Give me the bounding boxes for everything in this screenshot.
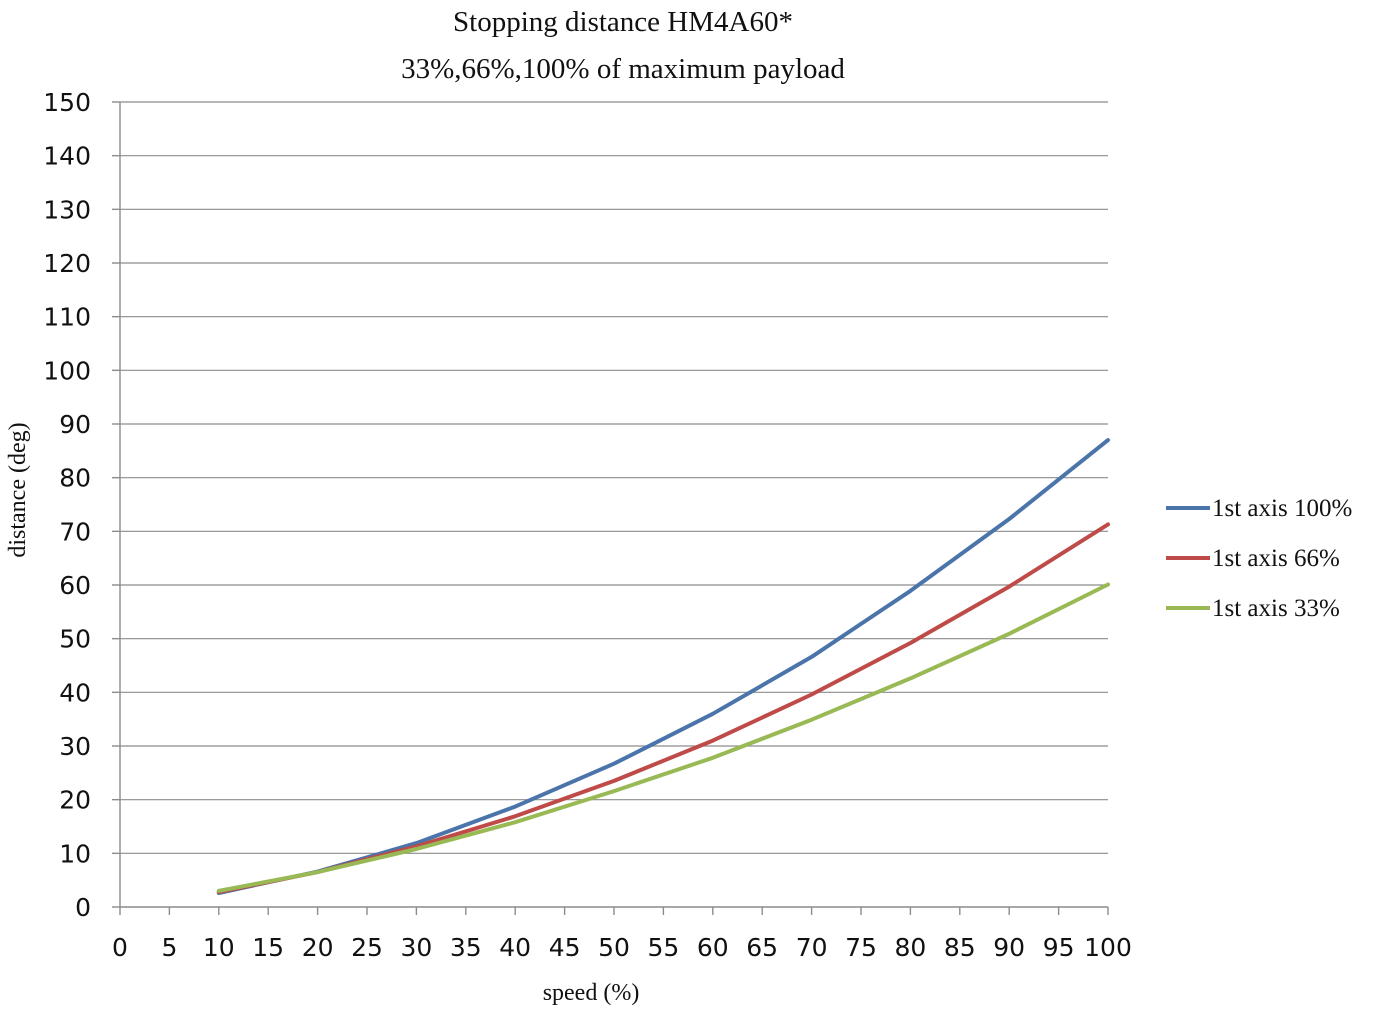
y-tick-label: 120 bbox=[43, 249, 91, 278]
x-tick-label: 80 bbox=[894, 933, 926, 962]
y-tick-label: 0 bbox=[75, 893, 91, 922]
x-tick-label: 15 bbox=[252, 933, 284, 962]
x-tick-label: 65 bbox=[746, 933, 778, 962]
x-tick-labels: 0 5 10 15 20 25 30 35 40 45 50 55 60 65 70 75 80 85 90 95 10… bbox=[112, 933, 1132, 962]
y-tick-label: 20 bbox=[59, 786, 91, 815]
x-tick-label: 50 bbox=[598, 933, 630, 962]
x-tick-label: 90 bbox=[993, 933, 1025, 962]
series-line-2 bbox=[216, 522, 1110, 894]
x-tick-label: 60 bbox=[697, 933, 729, 962]
x-tick-label: 10 bbox=[203, 933, 235, 962]
x-tick-label: 40 bbox=[499, 933, 531, 962]
y-tick-label: 80 bbox=[59, 464, 91, 493]
series-lines bbox=[216, 438, 1110, 895]
x-tick-label: 75 bbox=[845, 933, 877, 962]
chart-subtitle: 33%,66%,100% of maximum payload bbox=[401, 53, 845, 85]
y-tick-label: 10 bbox=[59, 839, 91, 868]
y-tick-label: 100 bbox=[43, 356, 91, 385]
y-tick-label: 70 bbox=[59, 517, 91, 546]
y-tick-label: 90 bbox=[59, 410, 91, 439]
legend: 1st axis 100% 1st axis 66% 1st axis 33% bbox=[1166, 495, 1352, 622]
x-tick-label: 45 bbox=[549, 933, 581, 962]
x-tick-label: 20 bbox=[302, 933, 334, 962]
y-tick-labels: 0 10 20 30 40 50 60 70 80 90 100 110 120 130 140 150 bbox=[43, 88, 91, 922]
x-tick-label: 55 bbox=[647, 933, 679, 962]
x-tick-label: 25 bbox=[351, 933, 383, 962]
y-tick-label: 30 bbox=[59, 732, 91, 761]
x-tick-label: 70 bbox=[796, 933, 828, 962]
y-axis-label: distance (deg) bbox=[5, 422, 31, 557]
y-tick-label: 60 bbox=[59, 571, 91, 600]
x-tick-label: 35 bbox=[450, 933, 482, 962]
y-tick-label: 110 bbox=[43, 303, 91, 332]
x-tick-label: 100 bbox=[1084, 933, 1132, 962]
legend-label: 1st axis 66% bbox=[1212, 545, 1340, 572]
y-tick-label: 130 bbox=[43, 195, 91, 224]
gridlines bbox=[120, 101, 1108, 854]
axes bbox=[112, 101, 1109, 915]
x-tick-label: 5 bbox=[161, 933, 177, 962]
chart-title: Stopping distance HM4A60* bbox=[453, 6, 793, 38]
x-tick-label: 85 bbox=[944, 933, 976, 962]
series-line-3 bbox=[216, 582, 1110, 893]
x-axis-label: speed (%) bbox=[543, 980, 640, 1006]
y-tick-label: 140 bbox=[43, 142, 91, 171]
x-tick-label: 30 bbox=[400, 933, 432, 962]
y-tick-label: 40 bbox=[59, 678, 91, 707]
y-tick-label: 50 bbox=[59, 625, 91, 654]
x-tick-label: 95 bbox=[1043, 933, 1075, 962]
legend-label: 1st axis 100% bbox=[1212, 495, 1352, 522]
series-line-1 bbox=[216, 438, 1110, 895]
legend-label: 1st axis 33% bbox=[1212, 595, 1340, 622]
x-tick-label: 0 bbox=[112, 933, 128, 962]
y-tick-label: 150 bbox=[43, 88, 91, 117]
